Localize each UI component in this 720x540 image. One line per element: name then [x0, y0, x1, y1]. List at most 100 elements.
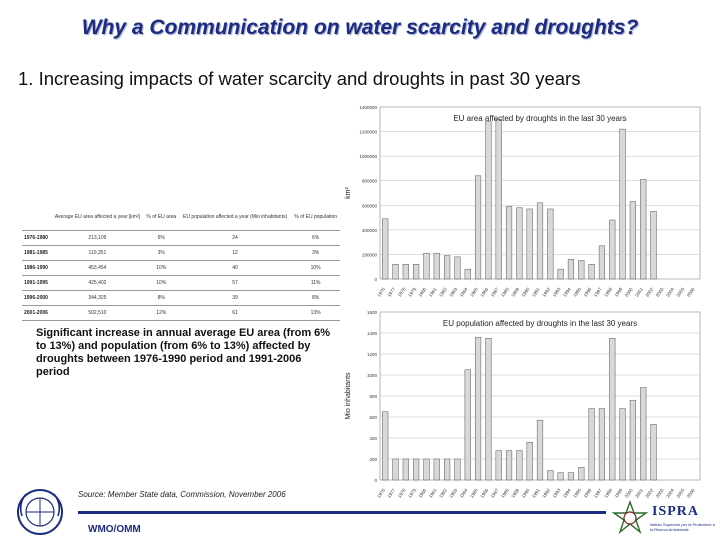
y-tick-label: 200000	[362, 252, 378, 257]
bar	[516, 450, 523, 481]
table-cell: 39	[178, 289, 292, 305]
bar	[609, 219, 616, 280]
bar	[619, 128, 626, 280]
x-tick-label: 2004	[665, 286, 675, 297]
bar	[402, 264, 409, 280]
ispra-logo-text: ISPRA	[652, 504, 700, 519]
bar	[557, 472, 564, 481]
x-tick-label: 2002	[645, 286, 655, 297]
x-tick-label: 1980	[417, 487, 427, 498]
x-tick-label: 1983	[448, 286, 458, 297]
table-cell: 425,402	[51, 274, 144, 290]
table-cell: 61	[178, 304, 292, 321]
x-tick-label: 1989	[510, 487, 520, 498]
table-cell: 10%	[291, 259, 340, 275]
x-tick-label: 2005	[675, 286, 685, 297]
table-row: 1976-1980 213,109 6% 24 6%	[22, 229, 340, 245]
bar	[433, 458, 440, 481]
x-tick-label: 1995	[572, 286, 582, 297]
bar	[578, 467, 585, 481]
bar	[413, 458, 420, 481]
x-tick-label: 1981	[428, 286, 438, 297]
table-header-cell	[22, 204, 51, 230]
bar	[423, 252, 430, 280]
x-tick-label: 1985	[469, 286, 479, 297]
y-tick-label: 600000	[362, 203, 378, 208]
slide-title: Why a Communication on water scarcity an…	[81, 16, 639, 39]
x-tick-label: 2001	[634, 286, 644, 297]
bar	[474, 175, 482, 280]
x-tick-label: 1997	[593, 487, 603, 498]
ispra-tagline: Istituto Superiore per la Protezione e l…	[650, 522, 715, 532]
x-tick-label: 1977	[386, 487, 396, 498]
x-tick-label: 1983	[448, 487, 458, 498]
bar	[392, 264, 399, 280]
bar	[567, 472, 575, 481]
bar	[485, 121, 492, 280]
italian-emblem-icon	[612, 500, 648, 535]
x-tick-label: 1993	[552, 286, 562, 297]
table-cell: 453,454	[51, 259, 144, 275]
bar	[382, 218, 389, 280]
slide-subtitle: 1. Increasing impacts of water scarcity …	[18, 68, 581, 89]
summary-note: Significant increase in annual average E…	[36, 327, 331, 378]
x-tick-label: 1987	[490, 286, 500, 297]
bar	[619, 408, 626, 481]
table-cell: 8%	[291, 289, 340, 305]
x-tick-label: 1982	[438, 286, 448, 297]
table-cell: 40	[178, 259, 292, 275]
bar	[598, 408, 606, 481]
bar	[454, 458, 461, 481]
wmo-emblem-icon	[17, 489, 63, 535]
x-tick-label: 1994	[562, 487, 572, 498]
y-tick-label: 1200000	[359, 130, 377, 135]
bar	[536, 419, 544, 481]
table-header-cell: % of EU population	[294, 213, 338, 220]
x-tick-label: 1988	[500, 286, 510, 297]
bar	[588, 264, 595, 280]
x-tick-label: 1994	[562, 286, 572, 297]
bar	[433, 252, 440, 280]
x-tick-label: 2002	[645, 487, 655, 498]
x-tick-label: 1981	[428, 487, 438, 498]
bar	[495, 450, 502, 481]
bar	[516, 207, 523, 280]
table-cell: 12	[178, 244, 292, 260]
bar	[402, 458, 409, 481]
y-tick-label: 600	[369, 415, 377, 420]
bar	[485, 338, 492, 481]
y-tick-label: 1400000	[359, 105, 377, 110]
x-tick-label: 1996	[583, 487, 593, 498]
chart-title: EU population affected by droughts in th…	[443, 319, 637, 328]
table-cell: 110,351	[51, 244, 144, 260]
table-period-cell: 1981-1985	[22, 244, 52, 260]
table-header-cell: Average EU area affected a year [km²]	[54, 213, 140, 220]
y-tick-label: 400000	[362, 228, 378, 233]
bar	[444, 458, 451, 481]
y-tick-label: 800000	[362, 179, 378, 184]
x-tick-label: 1978	[397, 286, 407, 297]
bar	[382, 411, 389, 481]
table-cell: 213,109	[51, 229, 144, 245]
bar	[650, 211, 657, 280]
x-tick-label: 1984	[459, 286, 469, 297]
y-tick-label: 1000000	[359, 154, 377, 159]
bar	[588, 408, 595, 481]
table-row: 2001-2006 502,510 12% 61 13%	[22, 304, 340, 321]
table-row: 1991-1995 425,402 10% 57 11%	[22, 274, 340, 290]
chart-title: EU area affected by droughts in the last…	[453, 114, 626, 123]
table-header-row: Average EU area affected a year [km²] % o…	[22, 204, 340, 230]
x-tick-label: 2000	[624, 487, 634, 498]
bar	[629, 201, 636, 280]
x-tick-label: 2006	[686, 487, 696, 498]
table-cell: 3%	[143, 244, 179, 260]
wmo-label: WMO/OMM	[88, 524, 141, 535]
bar	[392, 458, 399, 481]
bar	[536, 202, 544, 280]
table-cell: 10%	[143, 274, 179, 290]
x-tick-label: 1985	[469, 487, 479, 498]
x-tick-label: 2006	[686, 286, 696, 297]
x-tick-label: 1992	[541, 286, 551, 297]
bar	[547, 208, 554, 280]
table-period-cell: 1996-2000	[22, 289, 52, 305]
